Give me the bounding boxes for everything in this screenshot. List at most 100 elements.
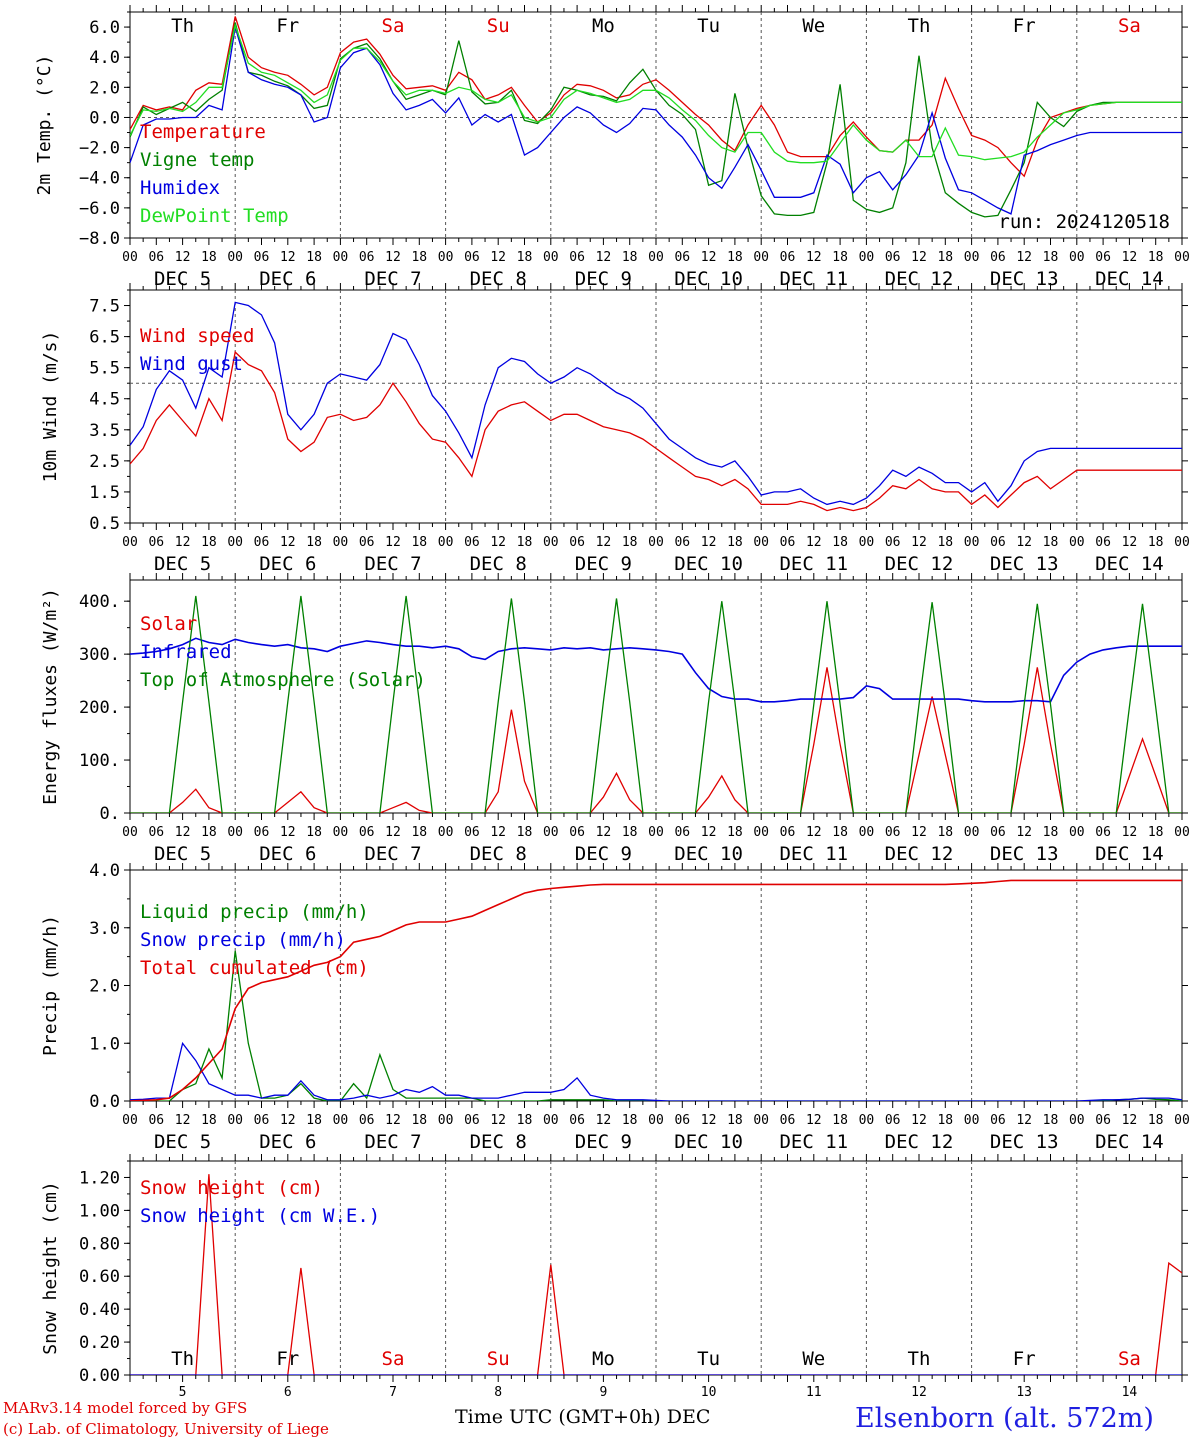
x-hour-label: 00 — [333, 1113, 349, 1128]
x-date-label: DEC 14 — [1095, 843, 1164, 865]
legend-entry: Infrared — [140, 641, 232, 663]
x-hour-label: 12 — [385, 535, 401, 550]
x-day-number: 10 — [701, 1385, 717, 1400]
x-date-label: DEC 14 — [1095, 553, 1164, 575]
series-snow-height-cm — [130, 1174, 1182, 1375]
x-hour-label: 06 — [885, 250, 901, 265]
series-snow-precip-mm-h — [130, 1041, 1182, 1101]
x-day-number: 8 — [494, 1385, 502, 1400]
legend-entry: Snow precip (mm/h) — [140, 929, 346, 951]
x-day-number: 14 — [1122, 1385, 1138, 1400]
x-hour-label: 06 — [464, 250, 480, 265]
weekday-label: Su — [487, 1348, 510, 1370]
x-hour-label: 06 — [990, 250, 1006, 265]
x-hour-label: 06 — [359, 250, 375, 265]
weekday-label: Sa — [1118, 15, 1141, 37]
x-date-label: DEC 10 — [674, 843, 743, 865]
x-hour-label: 12 — [911, 535, 927, 550]
x-hour-label: 06 — [464, 825, 480, 840]
x-date-label: DEC 10 — [674, 553, 743, 575]
x-hour-label: 06 — [148, 535, 164, 550]
x-hour-label: 00 — [1174, 1113, 1190, 1128]
weekday-label: Th — [171, 1348, 194, 1370]
y-axis-title: 10m Wind (m/s) — [40, 331, 61, 483]
panel-4: 4.0 3.0 2.0 1.0 0.0 Precip (mm/h) 00 06 12 18 00 06… — [40, 861, 1190, 1153]
x-day-number: 12 — [911, 1385, 927, 1400]
series-dewpoint-temp — [130, 23, 1182, 164]
x-hour-label: 00 — [543, 1113, 559, 1128]
x-day-number: 6 — [284, 1385, 292, 1400]
x-hour-label: 06 — [254, 825, 270, 840]
legend-entry: Vigne temp — [140, 149, 254, 171]
legend-entry: DewPoint Temp — [140, 205, 289, 227]
y-tick-label: 0.00 — [79, 1366, 120, 1386]
x-axis-title: Time UTC (GMT+0h) DEC — [455, 1406, 711, 1428]
x-hour-label: 12 — [280, 250, 296, 265]
x-hour-label: 12 — [490, 535, 506, 550]
x-date-label: DEC 7 — [364, 268, 421, 290]
x-hour-label: 00 — [753, 250, 769, 265]
x-hour-label: 12 — [596, 535, 612, 550]
model-credit: MARv3.14 model forced by GFS — [3, 1399, 248, 1417]
panel-5: 1.20 1.00 0.80 0.60 0.40 0.20 0.00 Snow height … — [40, 1154, 1188, 1400]
x-hour-label: 00 — [964, 825, 980, 840]
y-axis-title: Energy fluxes (W/m²) — [40, 588, 61, 805]
x-hour-label: 00 — [648, 250, 664, 265]
x-hour-label: 12 — [280, 535, 296, 550]
x-hour-label: 06 — [569, 250, 585, 265]
y-tick-label: 4.0 — [89, 861, 120, 881]
x-hour-label: 12 — [596, 250, 612, 265]
x-date-label: DEC 5 — [154, 553, 211, 575]
x-hour-label: 18 — [727, 535, 743, 550]
x-hour-label: 06 — [1095, 250, 1111, 265]
x-hour-label: 06 — [359, 1113, 375, 1128]
x-hour-label: 12 — [806, 250, 822, 265]
x-day-number: 7 — [389, 1385, 397, 1400]
y-tick-label: 6.0 — [89, 18, 120, 38]
x-hour-label: 00 — [859, 1113, 875, 1128]
x-hour-label: 12 — [1016, 250, 1032, 265]
x-hour-label: 18 — [201, 535, 217, 550]
legend-entry: Total cumulated (cm) — [140, 957, 369, 979]
x-hour-label: 06 — [569, 1113, 585, 1128]
y-tick-label: 3.0 — [89, 919, 120, 939]
x-date-label: DEC 14 — [1095, 268, 1164, 290]
x-date-label: DEC 8 — [470, 268, 527, 290]
x-date-label: DEC 9 — [575, 1131, 632, 1153]
y-tick-label: 2.0 — [89, 78, 120, 98]
x-hour-label: 12 — [385, 1113, 401, 1128]
y-axis-title: 2m Temp. (°C) — [34, 55, 55, 196]
x-hour-label: 06 — [569, 825, 585, 840]
weekday-label: Fr — [1013, 15, 1036, 37]
x-hour-label: 06 — [254, 250, 270, 265]
weekday-label: Fr — [276, 1348, 299, 1370]
x-hour-label: 00 — [122, 1113, 138, 1128]
y-tick-label: 400. — [79, 592, 120, 612]
x-hour-label: 06 — [990, 535, 1006, 550]
y-tick-label: 300. — [79, 645, 120, 665]
x-hour-label: 12 — [911, 250, 927, 265]
x-date-label: DEC 9 — [575, 268, 632, 290]
x-hour-label: 06 — [254, 1113, 270, 1128]
x-hour-label: 00 — [1069, 1113, 1085, 1128]
weekday-label: We — [802, 1348, 825, 1370]
legend-entry: Wind speed — [140, 325, 254, 347]
x-hour-label: 06 — [885, 1113, 901, 1128]
weekday-label: Mo — [592, 1348, 615, 1370]
y-tick-label: −2.0 — [79, 139, 120, 159]
x-hour-label: 06 — [885, 535, 901, 550]
legend-entry: Wind gust — [140, 353, 243, 375]
x-hour-label: 06 — [674, 250, 690, 265]
station-name: Elsenborn (alt. 572m) — [855, 1403, 1154, 1434]
x-day-number: 13 — [1016, 1385, 1032, 1400]
x-hour-label: 12 — [280, 1113, 296, 1128]
x-hour-label: 00 — [543, 250, 559, 265]
x-hour-label: 12 — [701, 250, 717, 265]
x-hour-label: 00 — [648, 1113, 664, 1128]
x-hour-label: 06 — [780, 825, 796, 840]
legend-entry: Solar — [140, 613, 197, 635]
x-hour-label: 18 — [411, 250, 427, 265]
run-annotation: run: 2024120518 — [998, 211, 1170, 233]
x-hour-label: 18 — [306, 250, 322, 265]
x-hour-label: 00 — [964, 535, 980, 550]
